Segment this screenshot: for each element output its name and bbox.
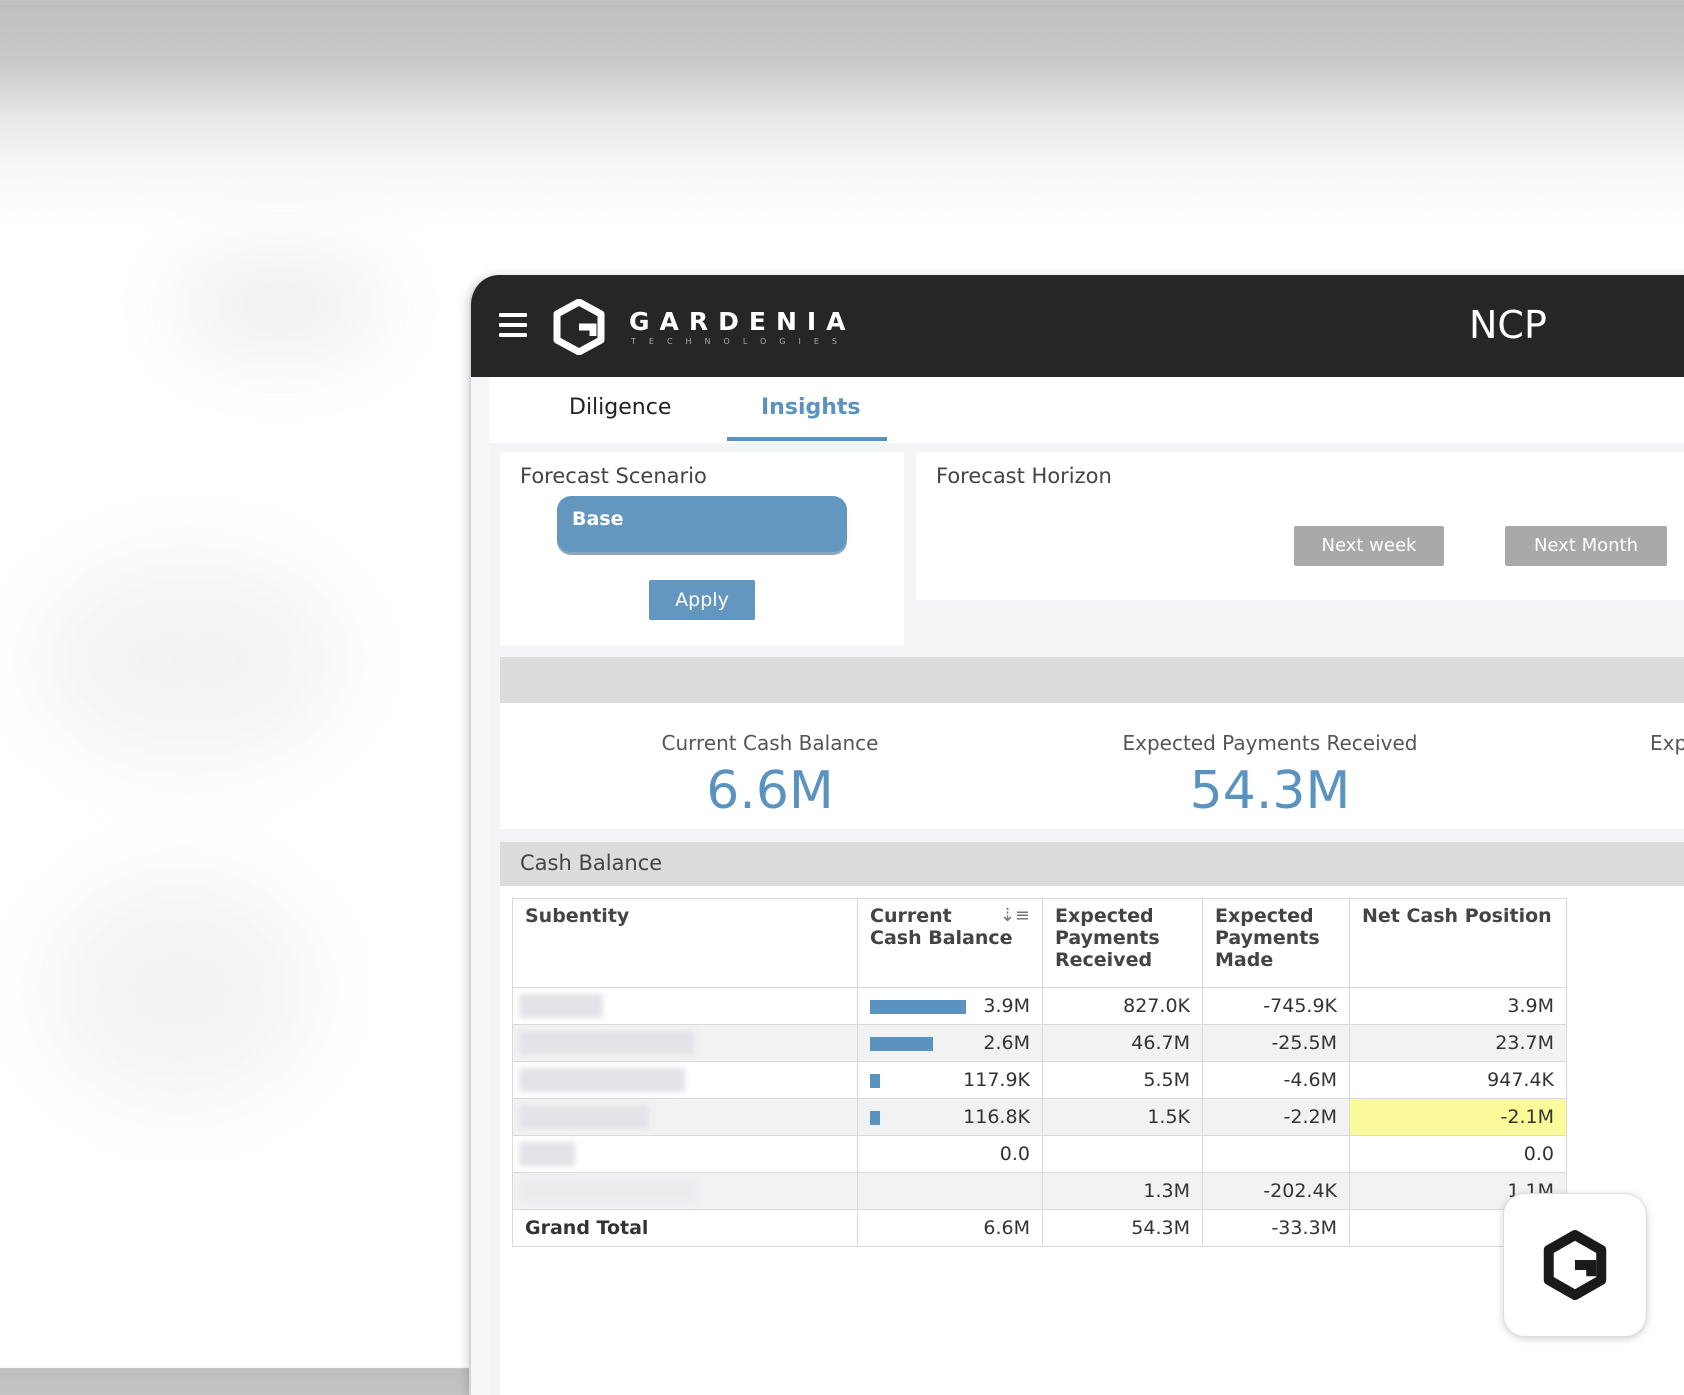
kpi-expected-received: Expected Payments Received 54.3M <box>1105 731 1435 821</box>
kpi-current-cash: Current Cash Balance 6.6M <box>650 731 890 821</box>
made-cell: -202.4K <box>1202 1172 1350 1210</box>
cash-bar <box>870 1074 880 1088</box>
forecast-horizon-panel: Forecast Horizon Next week Next Month <box>916 452 1684 600</box>
subentity-cell <box>512 1061 858 1099</box>
main-content: Diligence Insights Forecast Scenario Bas… <box>489 377 1684 1395</box>
cash-balance-table-container: Subentity ⇣≡ Current Cash Balance Expecte… <box>500 886 1684 1395</box>
current-cash-cell: 116.8K <box>857 1098 1043 1136</box>
received-cell: 1.3M <box>1042 1172 1203 1210</box>
received-cell: 46.7M <box>1042 1024 1203 1062</box>
cash-bar <box>870 1037 933 1051</box>
total-made: -33.3M <box>1202 1209 1350 1247</box>
tab-diligence[interactable]: Diligence <box>569 395 672 420</box>
subentity-cell <box>512 1172 858 1210</box>
apply-button[interactable]: Apply <box>649 580 755 620</box>
net-cell-highlighted: -2.1M <box>1349 1098 1567 1136</box>
brand-name: GARDENIA <box>629 307 856 336</box>
kpi-label: Current Cash Balance <box>661 731 879 755</box>
kpi-truncated: Exp <box>1650 731 1684 755</box>
kpi-value: 6.6M <box>706 761 834 821</box>
grand-total-label: Grand Total <box>512 1209 858 1247</box>
subentity-cell <box>512 1135 858 1173</box>
cash-bar <box>870 1111 880 1125</box>
total-current-cash: 6.6M <box>857 1209 1043 1247</box>
net-cell: 3.9M <box>1349 987 1567 1025</box>
made-cell: -745.9K <box>1202 987 1350 1025</box>
top-bar: GARDENIA TECHNOLOGIES NCP <box>471 275 1684 377</box>
forecast-scenario-label: Forecast Scenario <box>520 464 707 488</box>
tab-bar: Diligence Insights <box>489 377 1684 443</box>
current-cash-cell: 117.9K <box>857 1061 1043 1099</box>
current-cash-cell: 3.9M <box>857 987 1043 1025</box>
subentity-cell <box>512 987 858 1025</box>
gardenia-badge-icon <box>1543 1230 1607 1300</box>
floating-logo-badge[interactable] <box>1503 1193 1647 1337</box>
forecast-scenario-panel: Forecast Scenario Base Apply <box>500 452 904 646</box>
forecast-horizon-label: Forecast Horizon <box>936 464 1112 488</box>
next-month-button[interactable]: Next Month <box>1505 526 1667 566</box>
col-expected-made[interactable]: Expected Payments Made <box>1202 898 1350 988</box>
hamburger-menu-icon[interactable] <box>499 313 527 337</box>
scenario-selected-value: Base <box>572 508 624 530</box>
table-row: 0.0 0.0 <box>512 1135 1567 1173</box>
made-cell: -4.6M <box>1202 1061 1350 1099</box>
sort-icon[interactable]: ⇣≡ <box>999 905 1030 926</box>
received-cell: 5.5M <box>1042 1061 1203 1099</box>
table-row: 1.3M -202.4K 1.1M <box>512 1172 1567 1210</box>
col-current-cash-label: Current Cash Balance <box>870 905 1013 949</box>
current-cash-cell: 2.6M <box>857 1024 1043 1062</box>
table-row: 3.9M 827.0K -745.9K 3.9M <box>512 987 1567 1025</box>
received-cell <box>1042 1135 1203 1173</box>
col-expected-received[interactable]: Expected Payments Received <box>1042 898 1203 988</box>
brand-subtitle: TECHNOLOGIES <box>631 337 850 346</box>
current-cash-cell <box>857 1172 1043 1210</box>
current-cash-cell: 0.0 <box>857 1135 1043 1173</box>
page-title: NCP <box>1469 303 1547 347</box>
kpi-label: Expected Payments Received <box>1122 731 1418 755</box>
kpi-value: 54.3M <box>1189 761 1351 821</box>
net-cell: 0.0 <box>1349 1135 1567 1173</box>
subentity-cell <box>512 1024 858 1062</box>
net-cell: 947.4K <box>1349 1061 1567 1099</box>
cash-bar <box>870 1000 966 1014</box>
table-row: 117.9K 5.5M -4.6M 947.4K <box>512 1061 1567 1099</box>
active-tab-indicator <box>727 437 887 441</box>
section-title: Cash Balance <box>520 851 663 875</box>
col-subentity[interactable]: Subentity <box>512 898 858 988</box>
divider-band <box>500 657 1684 703</box>
kpi-label: Exp <box>1650 731 1684 755</box>
next-week-button[interactable]: Next week <box>1294 526 1444 566</box>
made-cell <box>1202 1135 1350 1173</box>
net-cell: 23.7M <box>1349 1024 1567 1062</box>
cash-balance-header: Cash Balance <box>500 842 1684 886</box>
col-net-cash[interactable]: Net Cash Position <box>1349 898 1567 988</box>
tab-insights[interactable]: Insights <box>761 395 861 420</box>
app-window: GARDENIA TECHNOLOGIES NCP Diligence Insi… <box>469 275 1684 1395</box>
grand-total-row: Grand Total 6.6M 54.3M -33.3M <box>512 1209 1567 1247</box>
cash-balance-table: Subentity ⇣≡ Current Cash Balance Expecte… <box>512 898 1567 1247</box>
gardenia-logo-icon <box>553 299 605 355</box>
table-row: 116.8K 1.5K -2.2M -2.1M <box>512 1098 1567 1136</box>
made-cell: -25.5M <box>1202 1024 1350 1062</box>
received-cell: 827.0K <box>1042 987 1203 1025</box>
made-cell: -2.2M <box>1202 1098 1350 1136</box>
subentity-cell <box>512 1098 858 1136</box>
table-row: 2.6M 46.7M -25.5M 23.7M <box>512 1024 1567 1062</box>
received-cell: 1.5K <box>1042 1098 1203 1136</box>
col-current-cash[interactable]: ⇣≡ Current Cash Balance <box>857 898 1043 988</box>
kpi-row: Current Cash Balance 6.6M Expected Payme… <box>500 703 1684 829</box>
scenario-select[interactable]: Base <box>557 496 847 552</box>
total-received: 54.3M <box>1042 1209 1203 1247</box>
